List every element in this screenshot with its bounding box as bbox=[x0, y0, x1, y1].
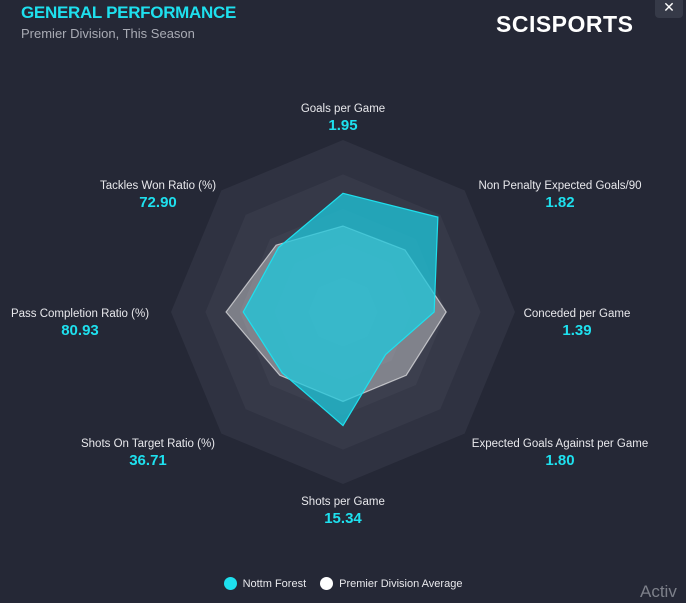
scisports-logo: SCISPORTS bbox=[496, 11, 634, 37]
axis-name: Non Penalty Expected Goals/90 bbox=[478, 180, 642, 192]
axis-name: Expected Goals Against per Game bbox=[471, 438, 649, 450]
axis-label: Shots On Target Ratio (%) 36.71 bbox=[28, 438, 268, 469]
axis-label: Non Penalty Expected Goals/90 1.82 bbox=[440, 180, 680, 211]
axis-label: Shots per Game 15.34 bbox=[223, 496, 463, 527]
chart-title: GENERAL PERFORMANCE bbox=[21, 3, 237, 22]
legend-item-league-average[interactable]: Premier Division Average bbox=[320, 577, 462, 590]
axis-label: Tackles Won Ratio (%) 72.90 bbox=[38, 180, 278, 211]
axis-value: 1.95 bbox=[328, 117, 358, 134]
axis-label: Pass Completion Ratio (%) 80.93 bbox=[0, 308, 200, 339]
axis-value: 36.71 bbox=[129, 452, 167, 469]
axis-value: 1.80 bbox=[545, 452, 575, 469]
axis-value: 15.34 bbox=[324, 510, 362, 527]
axis-name: Shots On Target Ratio (%) bbox=[80, 438, 215, 450]
axis-label: Expected Goals Against per Game 1.80 bbox=[440, 438, 680, 469]
axis-name: Pass Completion Ratio (%) bbox=[10, 308, 150, 320]
axis-name: Tackles Won Ratio (%) bbox=[99, 180, 217, 192]
legend-label: Premier Division Average bbox=[339, 577, 463, 590]
legend-item-nottm-forest[interactable]: Nottm Forest bbox=[223, 577, 307, 590]
axis-value: 80.93 bbox=[61, 322, 99, 339]
legend-swatch bbox=[223, 577, 237, 590]
axis-name: Goals per Game bbox=[300, 103, 386, 115]
axis-value: 1.39 bbox=[562, 322, 592, 339]
axis-value: 72.90 bbox=[139, 194, 177, 211]
axis-name: Conceded per Game bbox=[523, 308, 631, 320]
axis-name: Shots per Game bbox=[301, 496, 385, 508]
axis-label: Goals per Game 1.95 bbox=[223, 103, 463, 134]
legend: Nottm Forest Premier Division Average bbox=[0, 577, 686, 590]
activation-watermark: Activ bbox=[640, 582, 677, 601]
legend-label: Nottm Forest bbox=[242, 577, 307, 590]
axis-value: 1.82 bbox=[545, 194, 575, 211]
close-icon[interactable]: ✕ bbox=[655, 0, 683, 18]
series-area-nottm-forest bbox=[242, 192, 439, 427]
legend-swatch bbox=[320, 577, 334, 590]
axis-label: Conceded per Game 1.39 bbox=[457, 308, 686, 339]
chart-subtitle: Premier Division, This Season bbox=[21, 26, 195, 41]
